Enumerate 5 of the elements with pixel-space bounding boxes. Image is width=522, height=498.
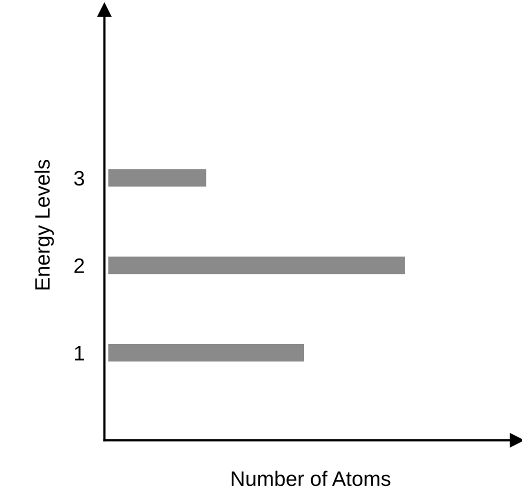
y-tick-label: 2 [74,258,84,273]
y-tick-label: 3 [74,170,84,186]
x-axis-title: Number of Atoms [232,470,390,486]
y-tick-label: 1 [74,346,84,360]
y-axis-title: Energy Levels [34,160,54,290]
